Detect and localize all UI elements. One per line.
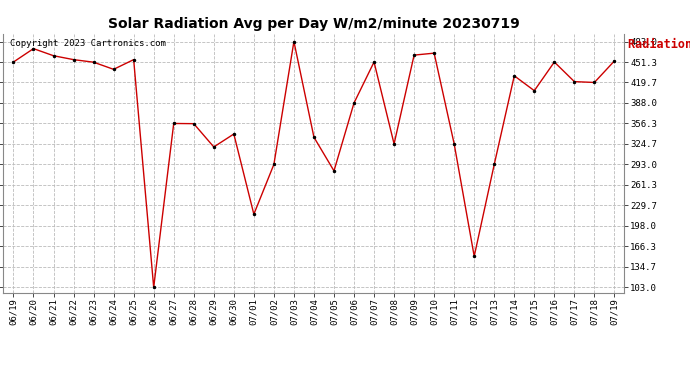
Text: Radiation  (W/m2/Minute): Radiation (W/m2/Minute)	[628, 38, 690, 51]
Text: Copyright 2023 Cartronics.com: Copyright 2023 Cartronics.com	[10, 39, 166, 48]
Title: Solar Radiation Avg per Day W/m2/minute 20230719: Solar Radiation Avg per Day W/m2/minute …	[108, 17, 520, 31]
